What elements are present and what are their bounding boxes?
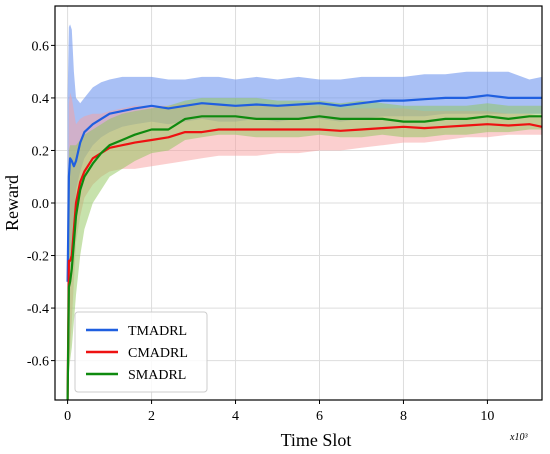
legend-label-tmadrl: TMADRL: [128, 324, 187, 339]
x-tick-label: 8: [400, 409, 407, 424]
x-tick-label: 0: [64, 409, 71, 424]
y-tick-label: 0.2: [32, 144, 50, 159]
legend-label-smadrl: SMADRL: [128, 368, 186, 383]
x-tick-label: 10: [480, 409, 494, 424]
confidence-bands: [67, 24, 542, 401]
legend-box: [74, 311, 208, 393]
y-tick-label: -0.4: [27, 302, 49, 317]
x-axis-ticks: 0 2 4 6 8 10: [64, 400, 494, 424]
x-tick-label: 2: [148, 409, 155, 424]
line-tmadrl: [66, 94, 542, 282]
y-tick-label: -0.2: [27, 250, 49, 265]
line-smadrl: [66, 115, 542, 401]
line-cmadrl: [66, 123, 543, 401]
series-lines: [66, 94, 543, 401]
y-tick-label: 0.0: [32, 197, 50, 212]
x-tick-label: 4: [232, 409, 239, 424]
y-tick-label: 0.6: [32, 39, 50, 54]
y-tick-label: -0.6: [27, 355, 49, 370]
band-smadrl: [67, 97, 542, 401]
y-tick-label: 0.4: [32, 92, 50, 107]
legend-label-cmadrl: CMADRL: [128, 346, 188, 361]
x-tick-label: 6: [316, 409, 323, 424]
y-axis-title: Reward: [2, 175, 22, 231]
x-axis-title: Time Slot: [281, 430, 352, 450]
x-axis-multiplier: x10³: [509, 432, 528, 443]
legend: TMADRL CMADRL SMADRL: [74, 311, 208, 393]
y-axis-ticks: 0.6 0.4 0.2 0.0 -0.2 -0.4 -0.6: [27, 39, 55, 370]
